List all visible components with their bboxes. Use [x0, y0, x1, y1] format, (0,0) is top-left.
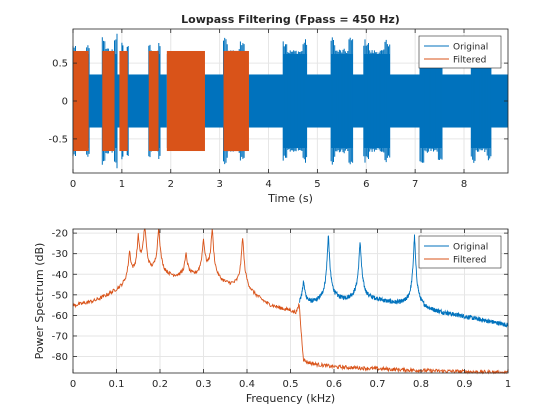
original-peaks — [470, 39, 492, 163]
original-segment — [89, 74, 103, 128]
original-peaks — [363, 39, 391, 163]
x-tick-label: 0 — [70, 179, 76, 190]
legend-label: Original — [453, 243, 488, 253]
x-tick-label: 4 — [265, 179, 271, 190]
original-segment — [306, 74, 332, 128]
y-tick-label: -30 — [52, 249, 68, 260]
spectrum-y-axis-label: Power Spectrum (dB) — [33, 243, 46, 360]
x-tick-label: 0.2 — [152, 379, 168, 390]
x-tick-label: 0.5 — [283, 379, 299, 390]
time-chart-title: Lowpass Filtering (Fpass = 450 Hz) — [181, 13, 400, 26]
x-tick-label: 0.9 — [457, 379, 473, 390]
original-segment — [389, 74, 421, 128]
x-tick-label: 0.8 — [413, 379, 429, 390]
y-tick-label: 0.5 — [52, 59, 68, 70]
spectrum-axes-ticks: 0 0.1 0.2 0.3 0.4 0.5 0.6 0.7 0.8 0.9 1 -80 -70 -60 -5… — [52, 229, 512, 390]
original-segment — [200, 74, 224, 128]
filtered-segment — [226, 50, 245, 152]
x-tick-label: 0.6 — [326, 379, 342, 390]
x-tick-label: 6 — [363, 179, 369, 190]
original-segment — [160, 74, 167, 128]
y-tick-label: -50 — [52, 290, 68, 301]
x-tick-label: 2 — [168, 179, 174, 190]
spectrum-axes: 0 0.1 0.2 0.3 0.4 0.5 0.6 0.7 0.8 0.9 1 -80 -70 -60 -5… — [33, 228, 512, 405]
time-x-axis-label: Time (s) — [267, 192, 313, 205]
x-tick-label: 3 — [216, 179, 222, 190]
x-tick-label: 0.7 — [370, 379, 386, 390]
original-peaks — [330, 37, 354, 165]
original-segment — [128, 74, 149, 128]
original-segment — [490, 74, 508, 128]
spectrum-axes-series — [72, 228, 509, 375]
filtered-segment — [102, 50, 115, 152]
legend-label: Original — [453, 43, 488, 53]
original-spectrum-line — [298, 234, 509, 328]
filtered-segment — [148, 50, 159, 152]
x-tick-label: 0.4 — [239, 379, 255, 390]
time-legend: Original Filtered — [418, 35, 502, 69]
filtered-spectrum-line — [72, 228, 509, 375]
x-tick-label: 1 — [505, 379, 511, 390]
filtered-segment — [166, 50, 205, 152]
y-tick-label: -20 — [52, 229, 68, 240]
spectrum-legend: Original Filtered — [418, 235, 502, 269]
time-axes-ticks: 0 1 2 3 4 5 6 7 8 -0.5 0 0.5 — [48, 29, 508, 190]
y-tick-label: -40 — [52, 270, 68, 281]
y-tick-label: -0.5 — [48, 134, 68, 145]
x-tick-label: 8 — [461, 179, 467, 190]
time-axes-series — [72, 33, 508, 169]
legend-label: Filtered — [453, 56, 486, 66]
y-tick-label: 0 — [62, 97, 68, 108]
x-tick-label: 0.3 — [196, 379, 212, 390]
legend-box — [418, 235, 502, 269]
legend-label: Filtered — [453, 256, 486, 266]
original-peaks — [282, 39, 308, 163]
y-tick-label: -70 — [52, 331, 68, 342]
original-segment — [352, 74, 364, 128]
y-tick-label: -80 — [52, 352, 68, 363]
y-tick-label: -60 — [52, 311, 68, 322]
time-domain-axes: 0 1 2 3 4 5 6 7 8 -0.5 0 0.5 Lowpass Filtering (Fpa… — [48, 13, 509, 205]
filtered-segment — [73, 50, 89, 152]
original-peaks — [419, 39, 443, 163]
original-segment — [244, 74, 284, 128]
x-tick-label: 0.1 — [109, 379, 125, 390]
x-tick-label: 7 — [412, 179, 418, 190]
legend-box — [418, 35, 502, 69]
filtered-segment — [119, 50, 128, 152]
spectrum-x-axis-label: Frequency (kHz) — [246, 392, 335, 405]
x-tick-label: 0 — [70, 379, 76, 390]
original-segment — [442, 74, 472, 128]
x-tick-label: 5 — [314, 179, 320, 190]
x-tick-label: 1 — [119, 179, 125, 190]
